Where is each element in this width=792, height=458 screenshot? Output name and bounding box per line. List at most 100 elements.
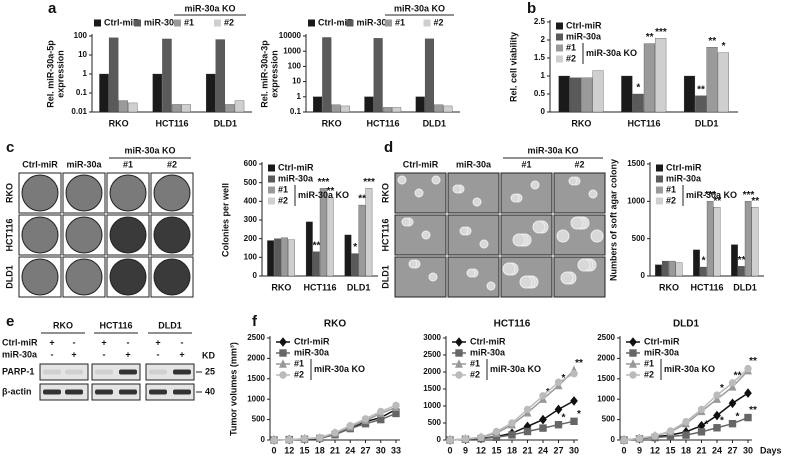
bar (234, 100, 245, 113)
significance: ** (734, 371, 742, 382)
y-tick-label: 2500 (423, 350, 441, 359)
marker (728, 419, 737, 428)
y-tick-label: 500 (244, 178, 258, 187)
condition-mark: - (51, 349, 54, 359)
marker (285, 435, 293, 444)
marker (270, 436, 278, 444)
condition-mark: + (155, 337, 160, 347)
bar (415, 96, 425, 113)
significance: ** (313, 240, 321, 251)
colony (397, 175, 407, 185)
band (43, 389, 61, 395)
significance: *** (655, 27, 667, 38)
significance: *** (743, 190, 755, 201)
marker (713, 424, 721, 432)
marker (279, 371, 287, 379)
panel-letter: f (252, 313, 258, 330)
y-tick-label: 10 (78, 50, 87, 59)
panel-letter: b (527, 0, 536, 17)
legend-swatch (214, 19, 221, 27)
condition-mark: + (71, 349, 76, 359)
dish (153, 216, 191, 254)
blot-box (145, 363, 195, 381)
marker (455, 337, 463, 347)
significance: *** (705, 190, 717, 201)
band (43, 369, 61, 375)
panel-letter: e (6, 313, 14, 330)
legend-label: #1 (184, 17, 194, 27)
marker (346, 422, 354, 430)
x-tick-label: 21 (330, 445, 340, 455)
marker (651, 432, 659, 440)
y-tick-label: 0 (437, 435, 442, 444)
x-tick-label: RKO (322, 118, 342, 128)
colony (570, 216, 584, 230)
y-tick-label: 1 (297, 92, 302, 101)
legend-group-label: miR-30a KO (184, 3, 235, 13)
image-cell (394, 256, 447, 298)
column-header: miR-30a (456, 159, 492, 169)
legend-swatch (656, 197, 663, 205)
significance: ** (749, 356, 757, 367)
x-tick-label: RKO (571, 118, 591, 128)
bar (274, 238, 281, 277)
x-tick-label: 15 (299, 445, 309, 455)
y-axis-label: Colonies per well (220, 183, 230, 257)
condition-mark: + (179, 349, 184, 359)
x-tick-label: 33 (391, 445, 401, 455)
column-header: miR-30a (66, 159, 102, 169)
y-tick-label: 2 (541, 35, 546, 44)
bar (319, 188, 327, 277)
bar (128, 102, 138, 113)
y-tick-label: 1 (83, 69, 88, 78)
marker (554, 421, 563, 429)
marker (508, 431, 516, 439)
dish (109, 216, 147, 254)
y-tick-label: 1500 (597, 374, 615, 383)
bar (225, 104, 235, 113)
legend-label: miR-30a (357, 17, 393, 27)
colony (577, 258, 591, 272)
bar (643, 43, 655, 113)
x-tick-label: 24 (712, 445, 722, 455)
y-tick-label: 0 (611, 435, 616, 444)
marker (279, 359, 287, 368)
legend-label: Ctrl-miR (318, 17, 354, 27)
significance: * (702, 256, 706, 267)
marker (455, 371, 463, 379)
condition-label: miR-30a (2, 349, 38, 359)
colony (431, 175, 441, 185)
dish (109, 258, 147, 296)
marker (279, 337, 287, 347)
bar (668, 260, 676, 277)
condition-label: Ctrl-miR (2, 337, 38, 347)
chart-title: DLD1 (673, 319, 700, 330)
bar (751, 207, 759, 277)
marker (744, 388, 752, 398)
marker (392, 409, 400, 418)
legend-label: #2 (470, 369, 480, 379)
legend-label: miR-30a (644, 347, 680, 357)
legend-swatch (556, 33, 563, 41)
size-label: 40 (205, 386, 215, 396)
x-tick-label: 12 (650, 445, 660, 455)
y-tick-label: 1000 (423, 401, 441, 410)
y-tick-label: 500 (428, 418, 442, 427)
colony (502, 262, 516, 276)
legend-label: Ctrl-miR (294, 336, 330, 346)
bar (382, 107, 392, 113)
legend-label: #2 (666, 195, 676, 205)
marker (682, 431, 690, 439)
y-tick-label: 0.1 (290, 107, 302, 116)
bar (700, 266, 707, 277)
marker (279, 349, 287, 357)
legend-label: #2 (434, 17, 444, 27)
bar (569, 77, 581, 113)
legend-swatch (556, 55, 563, 63)
legend-swatch (268, 197, 275, 205)
dish (109, 174, 147, 212)
y-tick-label: 0 (641, 271, 646, 280)
y-tick-label: 0.5 (534, 89, 546, 98)
blot-box (91, 363, 141, 381)
